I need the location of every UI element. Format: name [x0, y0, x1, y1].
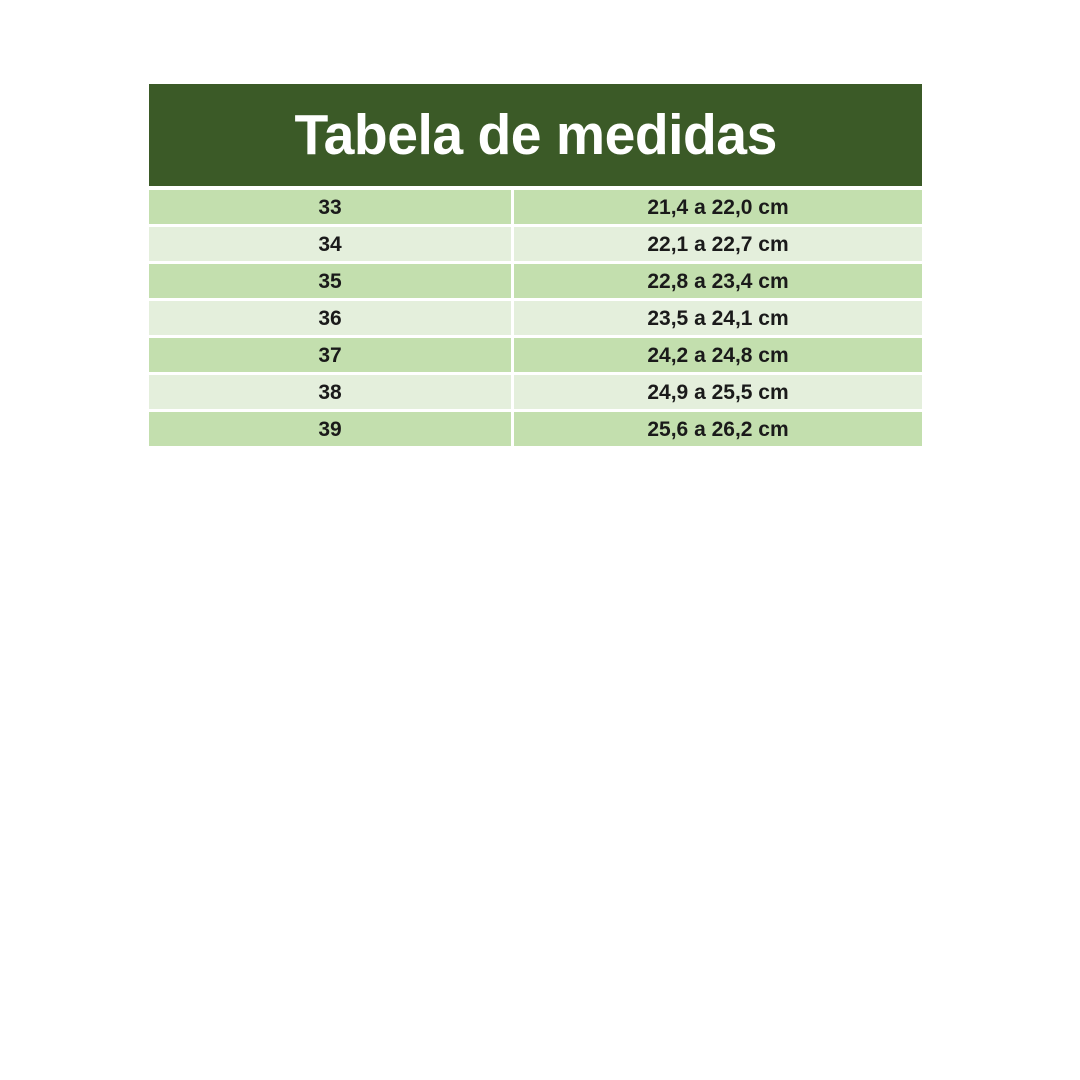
size-cell: 38: [149, 375, 511, 409]
size-chart-table: Tabela de medidas 33 21,4 a 22,0 cm 34 2…: [149, 84, 922, 446]
size-chart-header: Tabela de medidas: [149, 84, 922, 186]
table-row: 39 25,6 a 26,2 cm: [149, 412, 922, 446]
size-cell: 39: [149, 412, 511, 446]
size-cell: 34: [149, 227, 511, 261]
measure-cell: 24,9 a 25,5 cm: [514, 375, 922, 409]
table-row: 38 24,9 a 25,5 cm: [149, 375, 922, 409]
size-cell: 36: [149, 301, 511, 335]
measure-cell: 23,5 a 24,1 cm: [514, 301, 922, 335]
table-row: 33 21,4 a 22,0 cm: [149, 190, 922, 224]
table-row: 36 23,5 a 24,1 cm: [149, 301, 922, 335]
size-chart-title: Tabela de medidas: [294, 102, 777, 167]
measure-cell: 22,1 a 22,7 cm: [514, 227, 922, 261]
measure-cell: 21,4 a 22,0 cm: [514, 190, 922, 224]
size-chart-rows: 33 21,4 a 22,0 cm 34 22,1 a 22,7 cm 35 2…: [149, 190, 922, 446]
size-cell: 35: [149, 264, 511, 298]
table-row: 35 22,8 a 23,4 cm: [149, 264, 922, 298]
measure-cell: 22,8 a 23,4 cm: [514, 264, 922, 298]
size-cell: 37: [149, 338, 511, 372]
size-cell: 33: [149, 190, 511, 224]
measure-cell: 24,2 a 24,8 cm: [514, 338, 922, 372]
table-row: 34 22,1 a 22,7 cm: [149, 227, 922, 261]
table-row: 37 24,2 a 24,8 cm: [149, 338, 922, 372]
measure-cell: 25,6 a 26,2 cm: [514, 412, 922, 446]
